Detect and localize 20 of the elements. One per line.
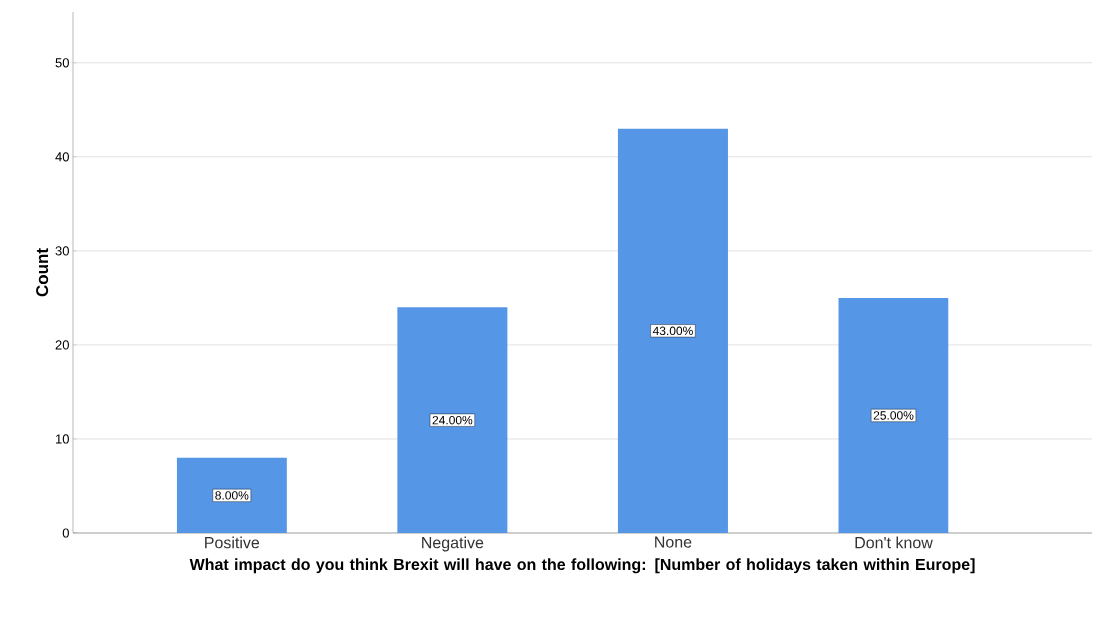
- data-label: 25.00%: [873, 411, 914, 420]
- y-tick-label: 50: [55, 58, 69, 68]
- bar: [617, 128, 728, 533]
- y-axis-title: Count: [36, 248, 49, 297]
- x-axis-title: What impact do you think Brexit will have on the following: [Number of holidays taken within Europe]: [189, 558, 975, 574]
- bar: [838, 297, 949, 533]
- x-tick-label: Don't know: [855, 536, 933, 549]
- data-label: 8.00%: [215, 491, 249, 500]
- data-label: 24.00%: [432, 415, 473, 425]
- x-tick-label: Positive: [205, 536, 260, 549]
- bar: [397, 307, 508, 533]
- x-tick-label: Negative: [422, 536, 484, 552]
- data-label: 43.00%: [652, 326, 693, 336]
- y-tick-label: 30: [55, 246, 69, 256]
- y-tick-label: 40: [55, 152, 69, 162]
- bar: [176, 457, 287, 533]
- y-tick-label: 10: [56, 434, 69, 444]
- y-tick-label: 20: [55, 340, 69, 350]
- y-tick-label: 0: [62, 528, 69, 538]
- x-tick-label: None: [655, 536, 692, 548]
